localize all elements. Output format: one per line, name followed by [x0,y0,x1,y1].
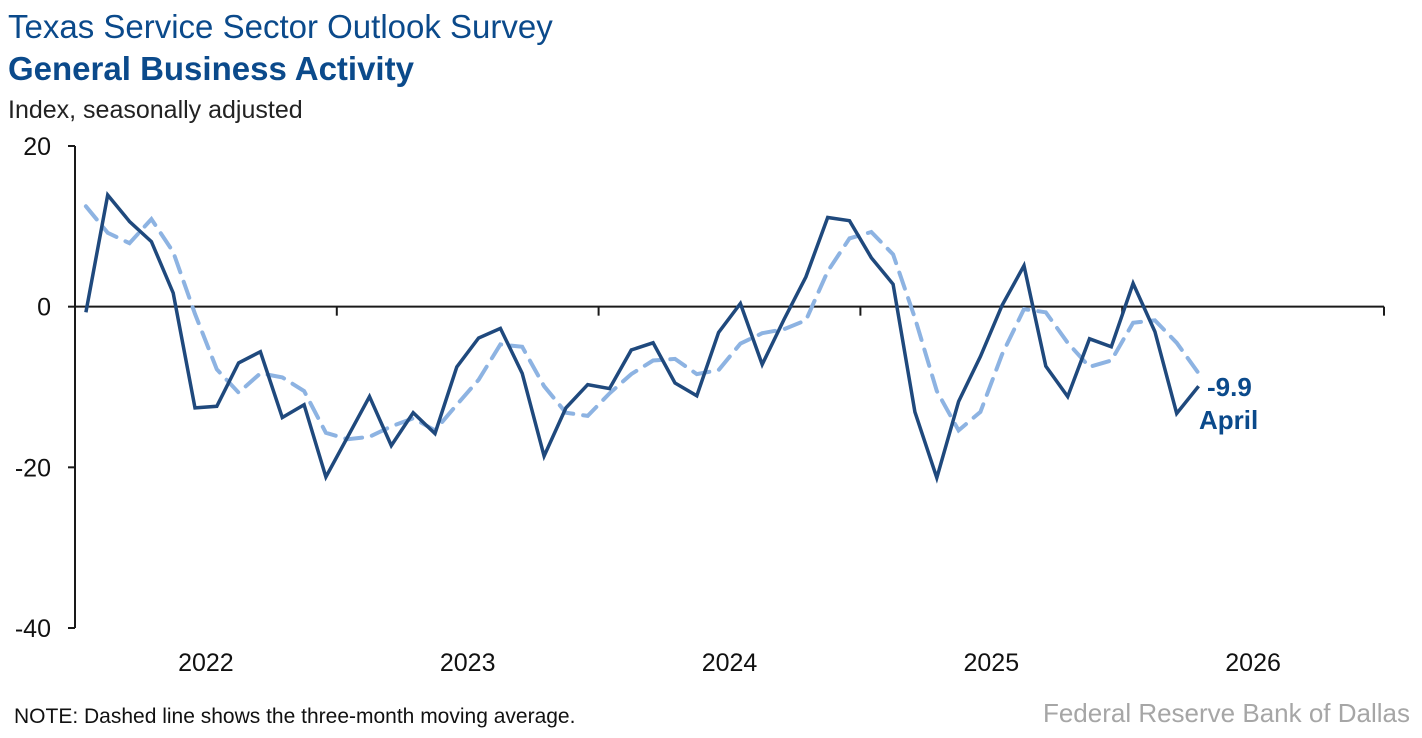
moving-average-line [83,204,1201,442]
annotation-label: April [1199,405,1258,435]
y-tick-label: 0 [37,294,51,322]
axes: 20 0 -20 -40 2022 2023 2024 2025 2026 [15,133,1385,677]
annotation-value: -9.9 [1207,372,1252,402]
y-axis-unit-label: Index, seasonally adjusted [8,96,303,124]
footnote: NOTE: Dashed line shows the three-month … [14,705,576,728]
y-tick-label: -20 [15,454,51,482]
y-tick-label: 20 [23,133,51,161]
chart-title: Texas Service Sector Outlook Survey [8,8,553,45]
chart-subtitle: General Business Activity [8,50,414,87]
index-line [84,190,1200,484]
x-tick-label: 2026 [1225,649,1281,677]
series-lines [83,190,1201,484]
y-tick-label: -40 [15,615,51,643]
x-tick-label: 2025 [963,649,1019,677]
x-tick-label: 2022 [178,649,234,677]
x-tick-label: 2023 [440,649,496,677]
x-tick-label: 2024 [702,649,758,677]
source-credit: Federal Reserve Bank of Dallas [1042,698,1410,728]
